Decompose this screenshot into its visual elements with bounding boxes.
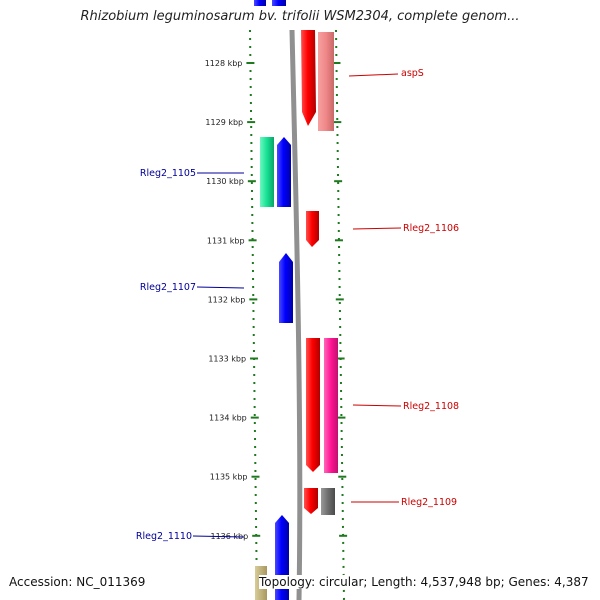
ruler-tick-label: 1132 kbp	[208, 295, 246, 304]
gene-feature-top-left[interactable]	[254, 0, 266, 6]
ruler-tick-label: 1129 kbp	[205, 118, 243, 127]
leader-Rleg2_1106	[352, 227, 402, 230]
ruler-tick-label: 1130 kbp	[206, 177, 244, 186]
ruler-tick-label: 1135 kbp	[210, 473, 248, 482]
gene-feature-top-right[interactable]	[272, 0, 286, 6]
gene-labels: aspS Rleg2_1105 Rleg2_1106 Rleg2_1107 Rl…	[136, 68, 459, 542]
gene-label-leaders	[192, 73, 402, 538]
leader-Rleg2_1108	[352, 404, 402, 407]
ruler-tick-label: 1133 kbp	[208, 355, 246, 364]
gene-features	[254, 0, 338, 600]
ruler-tick-label: 1128 kbp	[205, 59, 243, 68]
genome-summary-label: Topology: circular; Length: 4,537,948 bp…	[259, 575, 589, 589]
genome-backbone-arc	[289, 29, 303, 600]
gene-Rleg2_1109-annotation-box[interactable]	[321, 488, 335, 515]
gene-label-Rleg2_1109[interactable]: Rleg2_1109	[401, 497, 457, 508]
genome-title: Rhizobium leguminosarum bv. trifolii WSM…	[80, 9, 520, 24]
ruler: 1128 kbp 1129 kbp 1130 kbp 1131 kbp 1132 kbp…	[205, 29, 348, 600]
gene-label-Rleg2_1107[interactable]: Rleg2_1107	[140, 282, 196, 293]
ruler-tick-label: 1131 kbp	[207, 236, 245, 245]
accession-label: Accession: NC_011369	[9, 575, 146, 589]
gene-label-Rleg2_1105[interactable]: Rleg2_1105	[140, 168, 196, 179]
ruler-right-dotted-line	[335, 29, 345, 600]
leader-aspS	[348, 73, 399, 77]
gene-label-aspS[interactable]: aspS	[401, 68, 424, 79]
gene-Rleg2_1105-annotation-box[interactable]	[260, 137, 274, 207]
gene-Rleg2_1107-arrow[interactable]	[279, 253, 293, 323]
leader-Rleg2_1107	[196, 286, 245, 289]
leader-Rleg2_1110	[192, 535, 245, 538]
gene-label-Rleg2_1110[interactable]: Rleg2_1110	[136, 531, 192, 542]
gene-Rleg2_1109-arrow[interactable]	[304, 488, 318, 514]
gene-Rleg2_1108-annotation-box[interactable]	[324, 338, 338, 473]
gene-label-Rleg2_1106[interactable]: Rleg2_1106	[403, 223, 459, 234]
gene-aspS-annotation-box[interactable]	[318, 32, 334, 131]
gene-aspS-arrow[interactable]	[301, 30, 316, 126]
gene-Rleg2_1105-arrow[interactable]	[277, 137, 291, 207]
gene-label-Rleg2_1108[interactable]: Rleg2_1108	[403, 401, 459, 412]
ruler-left-dotted-line	[249, 29, 258, 600]
gene-Rleg2_1106-arrow[interactable]	[306, 211, 319, 247]
gene-Rleg2_1108-arrow[interactable]	[306, 338, 320, 472]
ruler-tick-label: 1134 kbp	[209, 414, 247, 423]
